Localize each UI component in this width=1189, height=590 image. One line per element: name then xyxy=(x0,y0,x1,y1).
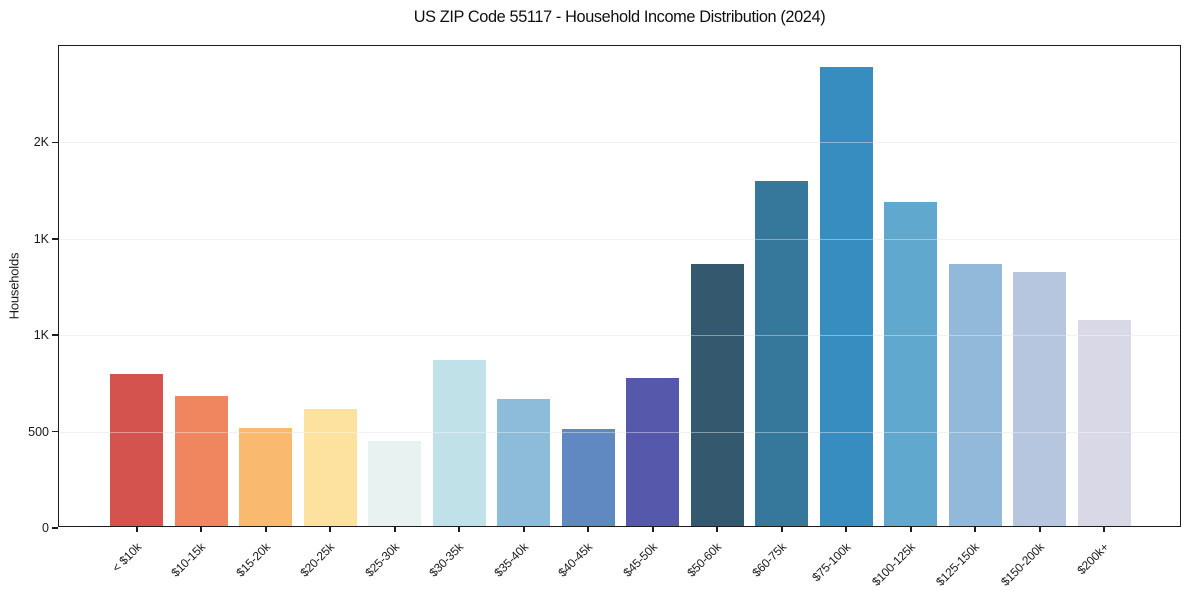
gridline xyxy=(59,335,1180,337)
y-tick-mark xyxy=(52,141,58,144)
gridline xyxy=(59,238,1180,240)
bar-150-200k xyxy=(1013,272,1067,526)
x-tick-mark xyxy=(716,526,719,532)
bar-25-30k xyxy=(368,441,422,526)
x-tick-mark xyxy=(200,526,203,532)
x-tick-label: $50-60k xyxy=(684,540,725,580)
x-tick-label: $20-25k xyxy=(297,540,338,580)
y-tick-label: 1K xyxy=(33,231,49,246)
x-tick-mark xyxy=(522,526,525,532)
x-tick-mark xyxy=(651,526,654,532)
x-tick-label: $150-200k xyxy=(997,540,1047,589)
bar-200k xyxy=(1077,319,1131,526)
x-tick-mark xyxy=(1038,526,1041,532)
y-tick-label: 500 xyxy=(28,424,49,439)
x-tick-mark xyxy=(974,526,977,532)
bar-30-35k xyxy=(432,360,486,526)
x-tick-mark xyxy=(780,526,783,532)
gridline-overlay xyxy=(59,238,1180,240)
x-tick-mark xyxy=(909,526,912,532)
x-tick-mark xyxy=(329,526,332,532)
bar-35-40k xyxy=(497,398,551,526)
x-tick-mark xyxy=(458,526,461,532)
x-tick-label: < $10k xyxy=(108,540,144,575)
bar-60-75k xyxy=(755,180,809,526)
x-tick-label: $30-35k xyxy=(426,540,467,580)
bar-20-25k xyxy=(303,409,357,526)
bar-125-150k xyxy=(948,263,1002,526)
bar-10-15k xyxy=(174,395,228,526)
bar-75-100k xyxy=(819,67,873,526)
y-tick-mark xyxy=(52,430,58,433)
x-tick-mark xyxy=(264,526,267,532)
x-tick-label: $25-30k xyxy=(362,540,402,580)
bar-100-125k xyxy=(884,202,938,526)
x-tick-mark xyxy=(393,526,396,532)
y-tick-label: 2K xyxy=(33,135,49,150)
y-tick-mark xyxy=(52,527,58,529)
x-tick-mark xyxy=(1103,526,1106,532)
gridline-overlay xyxy=(59,431,1180,433)
bar-15-20k xyxy=(239,427,293,526)
gridline xyxy=(59,142,1180,144)
x-tick-mark xyxy=(135,526,138,532)
y-axis-label: Households xyxy=(6,252,22,320)
x-tick-label: $45-50k xyxy=(620,540,660,580)
x-tick-label: $15-20k xyxy=(233,540,273,580)
y-tick-mark xyxy=(52,334,58,336)
gridline-overlay xyxy=(59,142,1180,144)
x-tick-label: $75-100k xyxy=(809,540,854,585)
gridline-overlay xyxy=(59,335,1180,337)
bar-50-60k xyxy=(690,263,744,526)
bar-45-50k xyxy=(626,377,680,526)
bar-40-45k xyxy=(561,428,615,526)
x-tick-mark xyxy=(845,526,848,532)
bar-10k xyxy=(110,373,164,526)
x-tick-label: $200k+ xyxy=(1074,540,1112,578)
y-tick-label: 0 xyxy=(42,521,49,535)
gridline xyxy=(59,431,1180,433)
y-tick-label: 1K xyxy=(33,328,49,343)
x-tick-mark xyxy=(587,526,590,532)
x-tick-label: $35-40k xyxy=(491,540,531,580)
x-tick-label: $40-45k xyxy=(555,540,596,580)
x-tick-label: $10-15k xyxy=(168,540,209,580)
plot-area: 0 500 1K 1K 2K < $10k $10-15k $15-20k $20-25k $25… xyxy=(28,45,1181,589)
chart-title: US ZIP Code 55117 - Household Income Dis… xyxy=(413,7,826,26)
x-tick-label: $100-125k xyxy=(868,540,918,589)
x-tick-label: $60-75k xyxy=(749,540,789,580)
x-tick-label: $125-150k xyxy=(933,540,983,589)
y-tick-mark xyxy=(52,238,58,240)
